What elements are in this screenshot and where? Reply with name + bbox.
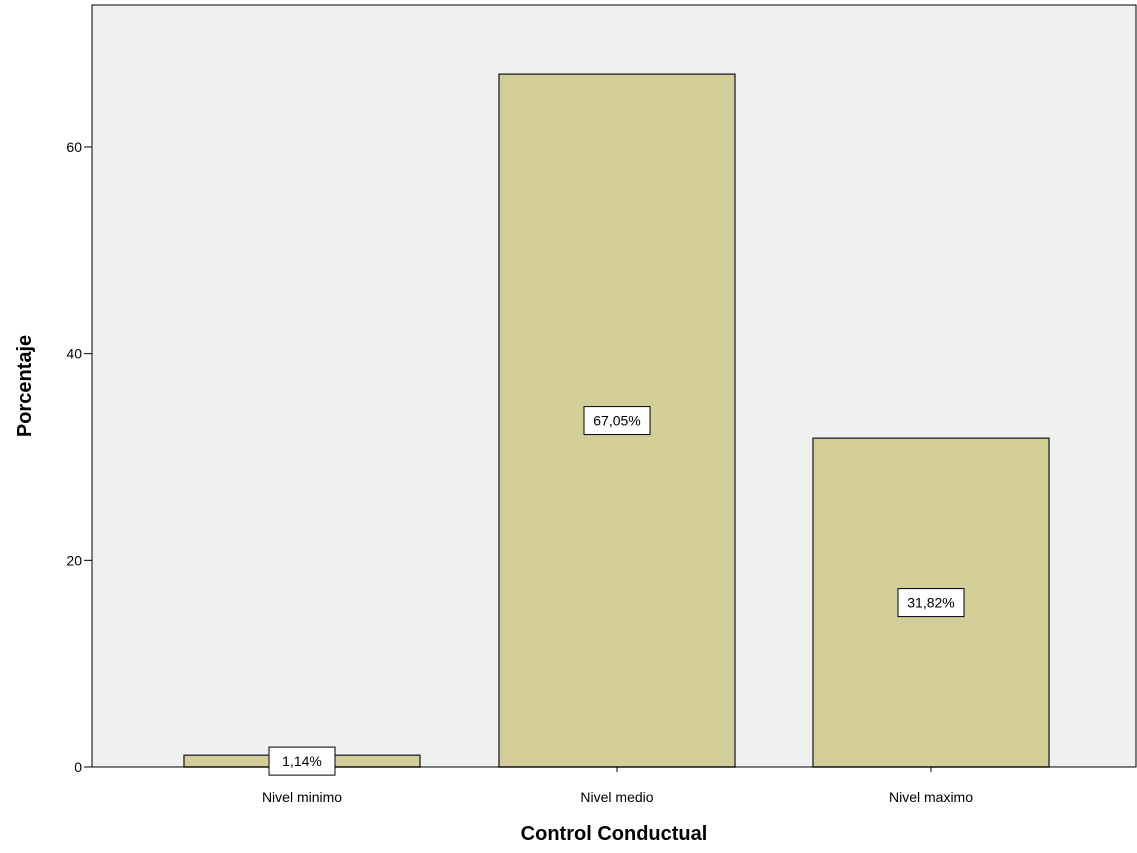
y-tick-label: 0 <box>74 759 82 775</box>
x-tick-label: Nivel medio <box>580 789 653 805</box>
x-tick-label: Nivel minimo <box>262 789 342 805</box>
data-label-text: 67,05% <box>593 413 640 429</box>
data-label-text: 31,82% <box>907 595 954 611</box>
data-label-1: 1,14% <box>268 746 336 776</box>
data-label-box <box>583 406 651 436</box>
y-tick-label: 40 <box>66 346 82 362</box>
data-label-box <box>268 746 336 776</box>
x-axis-title: Control Conductual <box>521 823 708 845</box>
y-ticks: 0 20 40 60 <box>66 139 92 775</box>
x-tick-label: Nivel maximo <box>889 789 973 805</box>
data-label-text: 1,14% <box>282 753 322 769</box>
data-label-3: 31,82% <box>897 588 965 618</box>
bars-layer <box>183 73 1050 768</box>
y-tick-label: 20 <box>66 552 82 568</box>
data-label-box <box>897 588 965 618</box>
axes-layer <box>91 5 1136 768</box>
data-label-2: 67,05% <box>583 406 651 436</box>
y-axis-title: Porcentaje <box>14 335 36 437</box>
x-ticks: Nivel minimo Nivel medio Nivel maximo <box>262 767 973 805</box>
data-labels: 1,14% 67,05% 31,82% <box>268 406 965 776</box>
y-tick-label: 60 <box>66 139 82 155</box>
